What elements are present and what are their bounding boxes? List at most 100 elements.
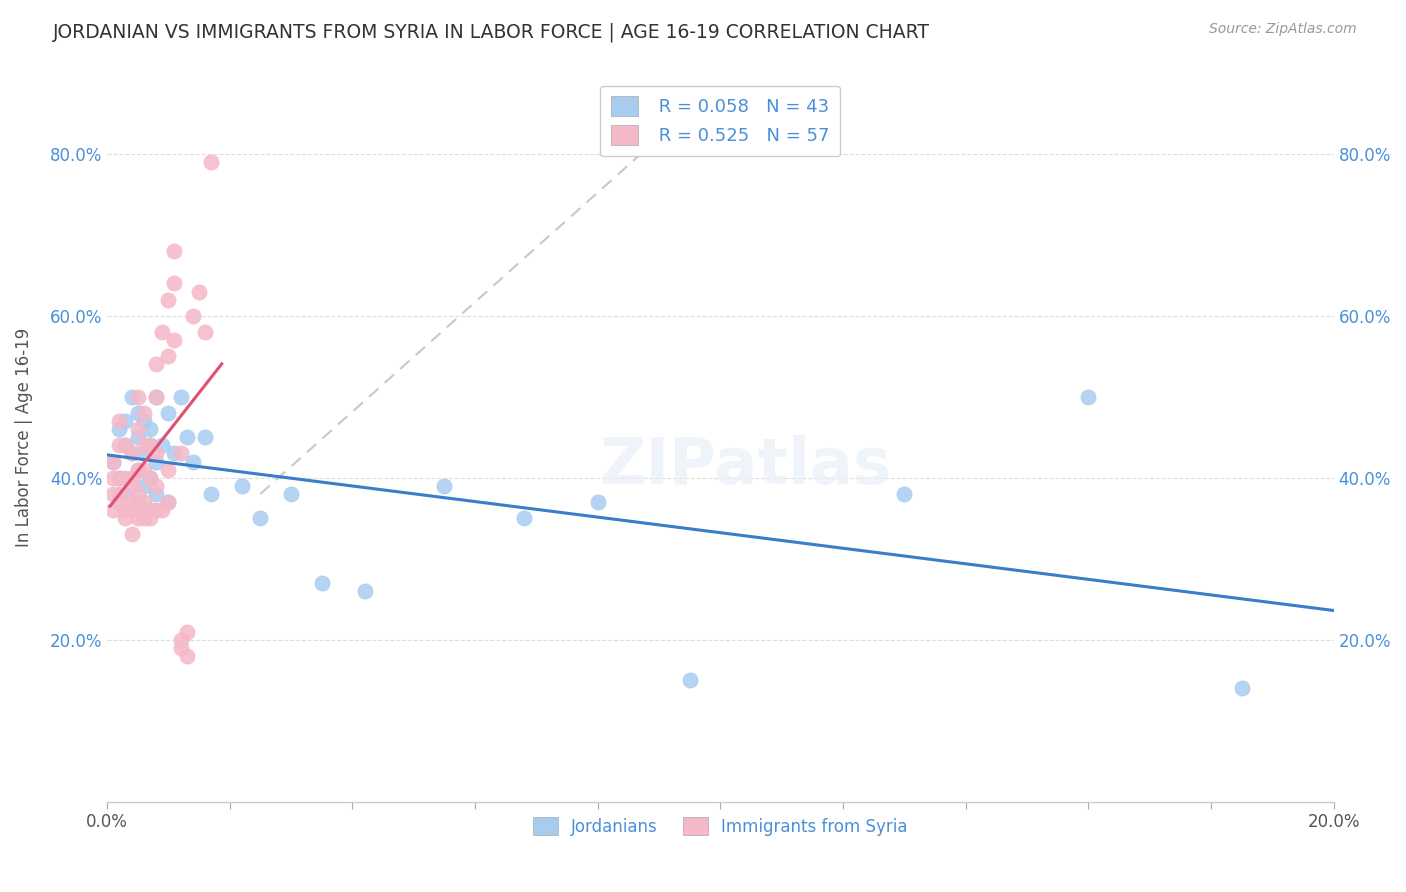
Point: [121, 495, 143, 509]
Point: [145, 390, 167, 404]
Point: [200, 487, 222, 501]
Point: [200, 155, 222, 169]
Point: [169, 632, 191, 647]
Point: [101, 454, 124, 468]
Point: [108, 414, 131, 428]
Point: [108, 471, 131, 485]
Point: [145, 503, 167, 517]
Point: [181, 309, 204, 323]
Point: [114, 471, 136, 485]
Point: [157, 406, 180, 420]
Point: [139, 503, 162, 517]
Point: [169, 640, 191, 655]
Point: [127, 422, 149, 436]
Point: [150, 503, 173, 517]
Point: [132, 406, 155, 420]
Point: [121, 471, 143, 485]
Point: [157, 495, 180, 509]
Point: [114, 414, 136, 428]
Point: [132, 438, 155, 452]
Point: [194, 430, 217, 444]
Point: [108, 438, 131, 452]
Point: [157, 495, 180, 509]
Point: [132, 463, 155, 477]
Point: [127, 430, 149, 444]
Point: [132, 446, 155, 460]
Point: [114, 438, 136, 452]
Point: [121, 446, 143, 460]
Point: [586, 495, 609, 509]
Point: [139, 471, 162, 485]
Point: [163, 446, 186, 460]
Point: [169, 390, 191, 404]
Point: [163, 333, 186, 347]
Point: [139, 422, 162, 436]
Point: [101, 487, 124, 501]
Point: [114, 511, 136, 525]
Point: [145, 479, 167, 493]
Point: [101, 503, 124, 517]
Point: [249, 511, 271, 525]
Point: [139, 438, 162, 452]
Point: [157, 293, 180, 307]
Point: [231, 479, 253, 493]
Point: [139, 438, 162, 452]
Point: [121, 479, 143, 493]
Point: [188, 285, 211, 299]
Point: [280, 487, 302, 501]
Point: [679, 673, 702, 687]
Point: [108, 487, 131, 501]
Point: [150, 325, 173, 339]
Point: [101, 454, 124, 468]
Point: [145, 454, 167, 468]
Legend: Jordanians, Immigrants from Syria: Jordanians, Immigrants from Syria: [524, 809, 917, 844]
Point: [127, 495, 149, 509]
Point: [176, 624, 198, 639]
Text: JORDANIAN VS IMMIGRANTS FROM SYRIA IN LABOR FORCE | AGE 16-19 CORRELATION CHART: JORDANIAN VS IMMIGRANTS FROM SYRIA IN LA…: [53, 22, 931, 42]
Point: [176, 648, 198, 663]
Text: Source: ZipAtlas.com: Source: ZipAtlas.com: [1209, 22, 1357, 37]
Point: [121, 390, 143, 404]
Point: [127, 511, 149, 525]
Point: [145, 358, 167, 372]
Point: [121, 503, 143, 517]
Point: [139, 471, 162, 485]
Point: [132, 503, 155, 517]
Point: [176, 430, 198, 444]
Point: [1230, 681, 1253, 696]
Point: [121, 446, 143, 460]
Point: [108, 422, 131, 436]
Point: [157, 349, 180, 363]
Point: [311, 576, 333, 591]
Point: [101, 471, 124, 485]
Point: [108, 495, 131, 509]
Point: [127, 487, 149, 501]
Point: [132, 511, 155, 525]
Point: [145, 390, 167, 404]
Point: [181, 454, 204, 468]
Y-axis label: In Labor Force | Age 16-19: In Labor Force | Age 16-19: [15, 327, 32, 547]
Point: [157, 463, 180, 477]
Point: [150, 438, 173, 452]
Point: [145, 446, 167, 460]
Point: [127, 390, 149, 404]
Point: [353, 584, 375, 599]
Point: [132, 479, 155, 493]
Point: [194, 325, 217, 339]
Point: [121, 527, 143, 541]
Point: [132, 495, 155, 509]
Point: [108, 471, 131, 485]
Point: [114, 487, 136, 501]
Point: [433, 479, 456, 493]
Point: [132, 414, 155, 428]
Point: [1077, 390, 1099, 404]
Point: [139, 511, 162, 525]
Point: [127, 406, 149, 420]
Point: [127, 503, 149, 517]
Point: [127, 463, 149, 477]
Point: [114, 503, 136, 517]
Point: [169, 446, 191, 460]
Text: ZIPatlas: ZIPatlas: [599, 435, 891, 498]
Point: [163, 277, 186, 291]
Point: [145, 487, 167, 501]
